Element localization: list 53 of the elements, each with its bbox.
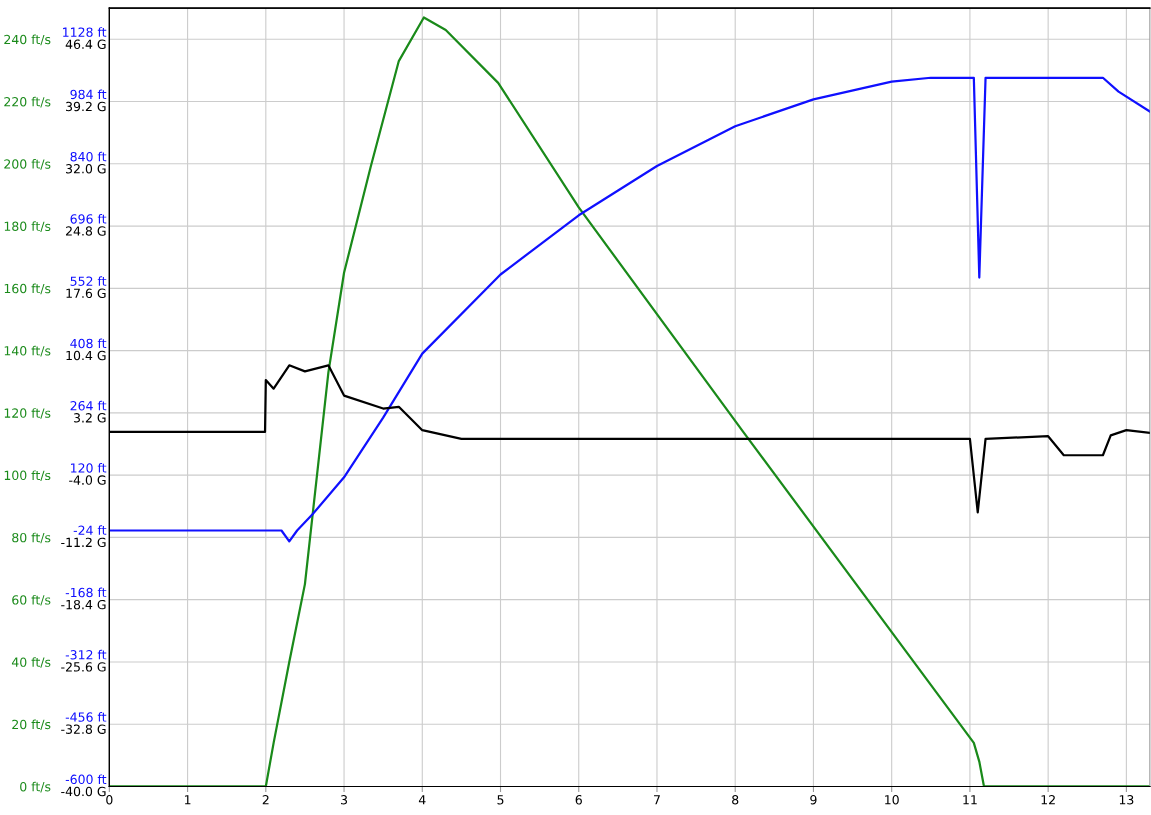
y-tick-label: 160 ft/s — [4, 283, 51, 295]
y-tick-label: 40 ft/s — [11, 657, 51, 668]
x-tick-label: 3 — [341, 795, 348, 805]
y-tick-label: 20 ft/s — [12, 719, 51, 731]
y3-tick-label: -4.0 G — [69, 475, 106, 485]
y2-tick-label: -24 ft — [73, 525, 107, 535]
y3-tick-label: -11.2 G — [61, 537, 106, 548]
x-tick-label: 1 — [184, 795, 191, 805]
y-tick-label: 240 ft/s — [4, 34, 51, 46]
y3-tick-label: -40.0 G — [61, 786, 106, 797]
x-tick-label: 10 — [885, 795, 899, 805]
x-tick-label: 8 — [732, 795, 739, 805]
y3-tick-label: 17.6 G — [66, 288, 106, 299]
y2-tick-label: 120 ft — [71, 463, 107, 473]
y2-tick-label: 408 ft — [70, 338, 107, 349]
y-tick-label: 140 ft/s — [4, 345, 51, 357]
y2-tick-label: -168 ft — [65, 587, 107, 598]
y2-tick-label: -312 ft — [65, 649, 107, 660]
x-tick-label: 12 — [1041, 795, 1055, 805]
y2-tick-label: 1128 ft — [63, 27, 107, 37]
y-tick-label: 60 ft/s — [12, 594, 51, 606]
y3-tick-label: -18.4 G — [61, 599, 106, 610]
x-tick-label: 13 — [1119, 795, 1134, 805]
y3-tick-label: -25.6 G — [61, 662, 106, 672]
x-tick-label: 11 — [963, 795, 977, 805]
x-tick-label: 0 — [106, 795, 113, 805]
y-tick-label: 100 ft/s — [4, 470, 51, 482]
x-tick-label: 7 — [654, 795, 660, 805]
x-tick-label: 5 — [497, 795, 504, 805]
x-tick-label: 6 — [575, 795, 582, 805]
y2-tick-label: 696 ft — [70, 213, 107, 224]
y3-tick-label: 10.4 G — [66, 350, 106, 361]
y-tick-label: 80 ft/s — [12, 532, 51, 544]
y2-tick-label: -456 ft — [65, 712, 107, 722]
y3-tick-label: 46.4 G — [65, 39, 106, 49]
x-tick-label: 2 — [262, 795, 269, 805]
y-tick-label: 200 ft/s — [4, 159, 51, 170]
y3-tick-label: 32.0 G — [66, 164, 106, 174]
y2-tick-label: 840 ft — [70, 151, 107, 162]
y2-tick-label: 264 ft — [70, 400, 107, 411]
y2-tick-label: -600 ft — [65, 774, 107, 785]
y-tick-label: 180 ft/s — [4, 221, 51, 232]
y3-tick-label: 3.2 G — [73, 413, 106, 423]
y3-tick-label: 24.8 G — [65, 226, 106, 236]
y2-tick-label: 552 ft — [70, 276, 107, 286]
x-tick-label: 4 — [418, 795, 426, 805]
y3-tick-label: 39.2 G — [66, 101, 106, 112]
y2-tick-label: 984 ft — [70, 89, 107, 100]
y3-tick-label: -32.8 G — [61, 724, 106, 734]
y-tick-label: 0 ft/s — [20, 781, 51, 793]
y-tick-label: 120 ft/s — [4, 408, 51, 419]
y-tick-label: 220 ft/s — [4, 96, 51, 108]
x-tick-label: 9 — [810, 795, 817, 805]
